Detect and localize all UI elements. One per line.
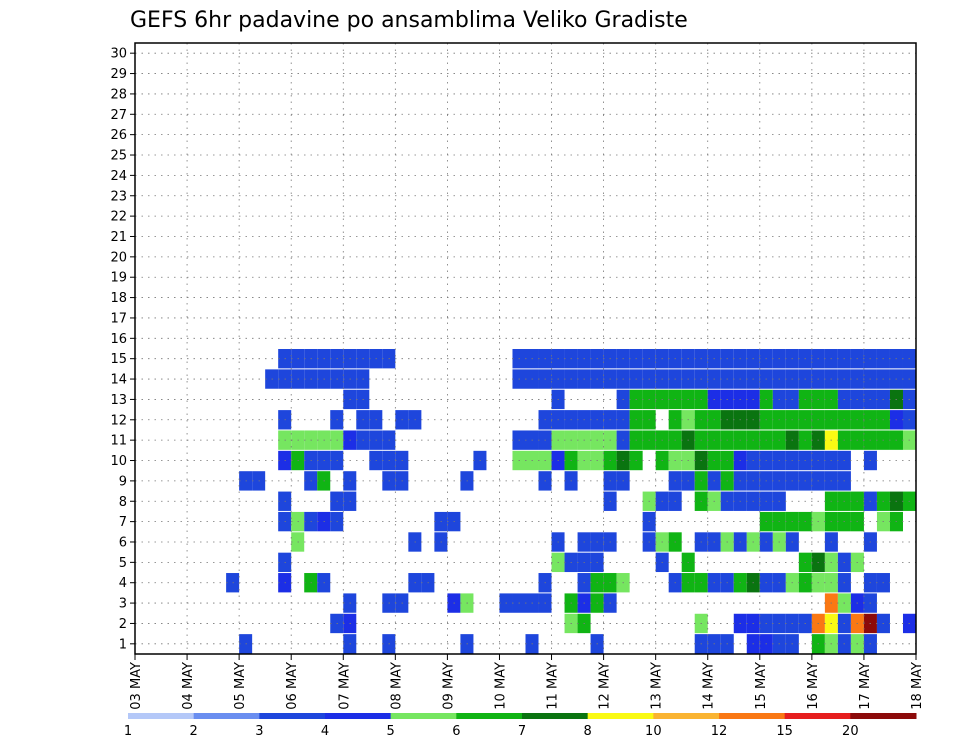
y-tick-label: 12 xyxy=(110,413,127,428)
x-tick-label: 14 MAY xyxy=(702,662,717,710)
colorbar-segment xyxy=(719,713,786,719)
y-tick-label: 23 xyxy=(110,189,127,204)
y-tick-label: 20 xyxy=(110,250,127,265)
y-tick-label: 29 xyxy=(110,67,127,82)
colorbar-segment xyxy=(587,713,654,719)
colorbar-segment xyxy=(522,713,589,719)
y-tick-label: 15 xyxy=(110,352,127,367)
x-tick-label: 13 MAY xyxy=(650,662,665,710)
colorbar-segment xyxy=(456,713,523,719)
y-tick-label: 25 xyxy=(110,149,127,164)
chart-title: GEFS 6hr padavine po ansamblima Veliko G… xyxy=(130,8,688,33)
y-tick-label: 27 xyxy=(110,108,127,123)
y-tick-label: 14 xyxy=(110,373,127,388)
x-tick-label: 06 MAY xyxy=(285,662,300,710)
colorbar-segment xyxy=(193,713,260,719)
x-tick-label: 04 MAY xyxy=(181,662,196,710)
y-tick-label: 8 xyxy=(119,495,127,510)
colorbar-label: 12 xyxy=(711,724,728,739)
colorbar-segment xyxy=(653,713,720,719)
y-tick-label: 24 xyxy=(110,169,127,184)
x-tick-label: 17 MAY xyxy=(858,662,873,710)
y-tick-label: 18 xyxy=(110,291,127,306)
x-tick-label: 08 MAY xyxy=(389,662,404,710)
y-tick-label: 6 xyxy=(119,535,127,550)
x-tick-label: 18 MAY xyxy=(910,662,925,710)
y-tick-label: 16 xyxy=(110,332,127,347)
y-tick-label: 9 xyxy=(119,474,127,489)
y-tick-label: 3 xyxy=(119,597,127,612)
x-tick-label: 05 MAY xyxy=(233,662,248,710)
colorbar-label: 4 xyxy=(321,724,329,739)
x-tick-label: 11 MAY xyxy=(546,662,561,710)
x-axis: 03 MAY 04 MAY 05 MAY 06 MAY 07 MAY 08 MAY 09 M… xyxy=(129,654,925,710)
y-tick-label: 10 xyxy=(110,454,127,469)
colorbar-segment xyxy=(390,713,457,719)
y-tick-label: 1 xyxy=(119,637,127,652)
y-tick-label: 21 xyxy=(110,230,127,245)
colorbar: 1 2 3 4 5 6 7 8 10 12 15 20 xyxy=(124,713,917,739)
x-tick-label: 03 MAY xyxy=(129,662,144,710)
x-tick-label: 07 MAY xyxy=(337,662,352,710)
y-tick-label: 19 xyxy=(110,271,127,286)
colorbar-label: 1 xyxy=(124,724,132,739)
y-tick-label: 22 xyxy=(110,210,127,225)
colorbar-label: 10 xyxy=(645,724,662,739)
colorbar-segment xyxy=(128,713,195,719)
y-tick-label: 30 xyxy=(110,47,127,62)
y-axis: 1234567891011121314151617181920212223242… xyxy=(110,47,135,652)
x-tick-label: 15 MAY xyxy=(754,662,769,710)
colorbar-segment xyxy=(784,713,851,719)
colorbar-label: 15 xyxy=(776,724,793,739)
colorbar-label: 7 xyxy=(518,724,526,739)
colorbar-label: 8 xyxy=(584,724,592,739)
y-tick-label: 4 xyxy=(119,576,127,591)
colorbar-label: 3 xyxy=(255,724,263,739)
y-tick-label: 13 xyxy=(110,393,127,408)
colorbar-segment xyxy=(850,713,917,719)
x-tick-label: 10 MAY xyxy=(493,662,508,710)
y-tick-label: 11 xyxy=(110,434,127,449)
y-tick-label: 5 xyxy=(119,556,127,571)
y-tick-label: 7 xyxy=(119,515,127,530)
colorbar-label: 6 xyxy=(452,724,460,739)
y-tick-label: 17 xyxy=(110,311,127,326)
y-tick-label: 26 xyxy=(110,128,127,143)
x-tick-label: 12 MAY xyxy=(598,662,613,710)
colorbar-label: 5 xyxy=(387,724,395,739)
y-tick-label: 2 xyxy=(119,617,127,632)
colorbar-segment xyxy=(325,713,392,719)
x-tick-label: 16 MAY xyxy=(806,662,821,710)
colorbar-label: 2 xyxy=(190,724,198,739)
colorbar-segment xyxy=(259,713,326,719)
y-tick-label: 28 xyxy=(110,87,127,102)
colorbar-label: 20 xyxy=(842,724,859,739)
plot-frame xyxy=(134,42,917,655)
x-tick-label: 09 MAY xyxy=(441,662,456,710)
grid-lines xyxy=(135,43,916,654)
